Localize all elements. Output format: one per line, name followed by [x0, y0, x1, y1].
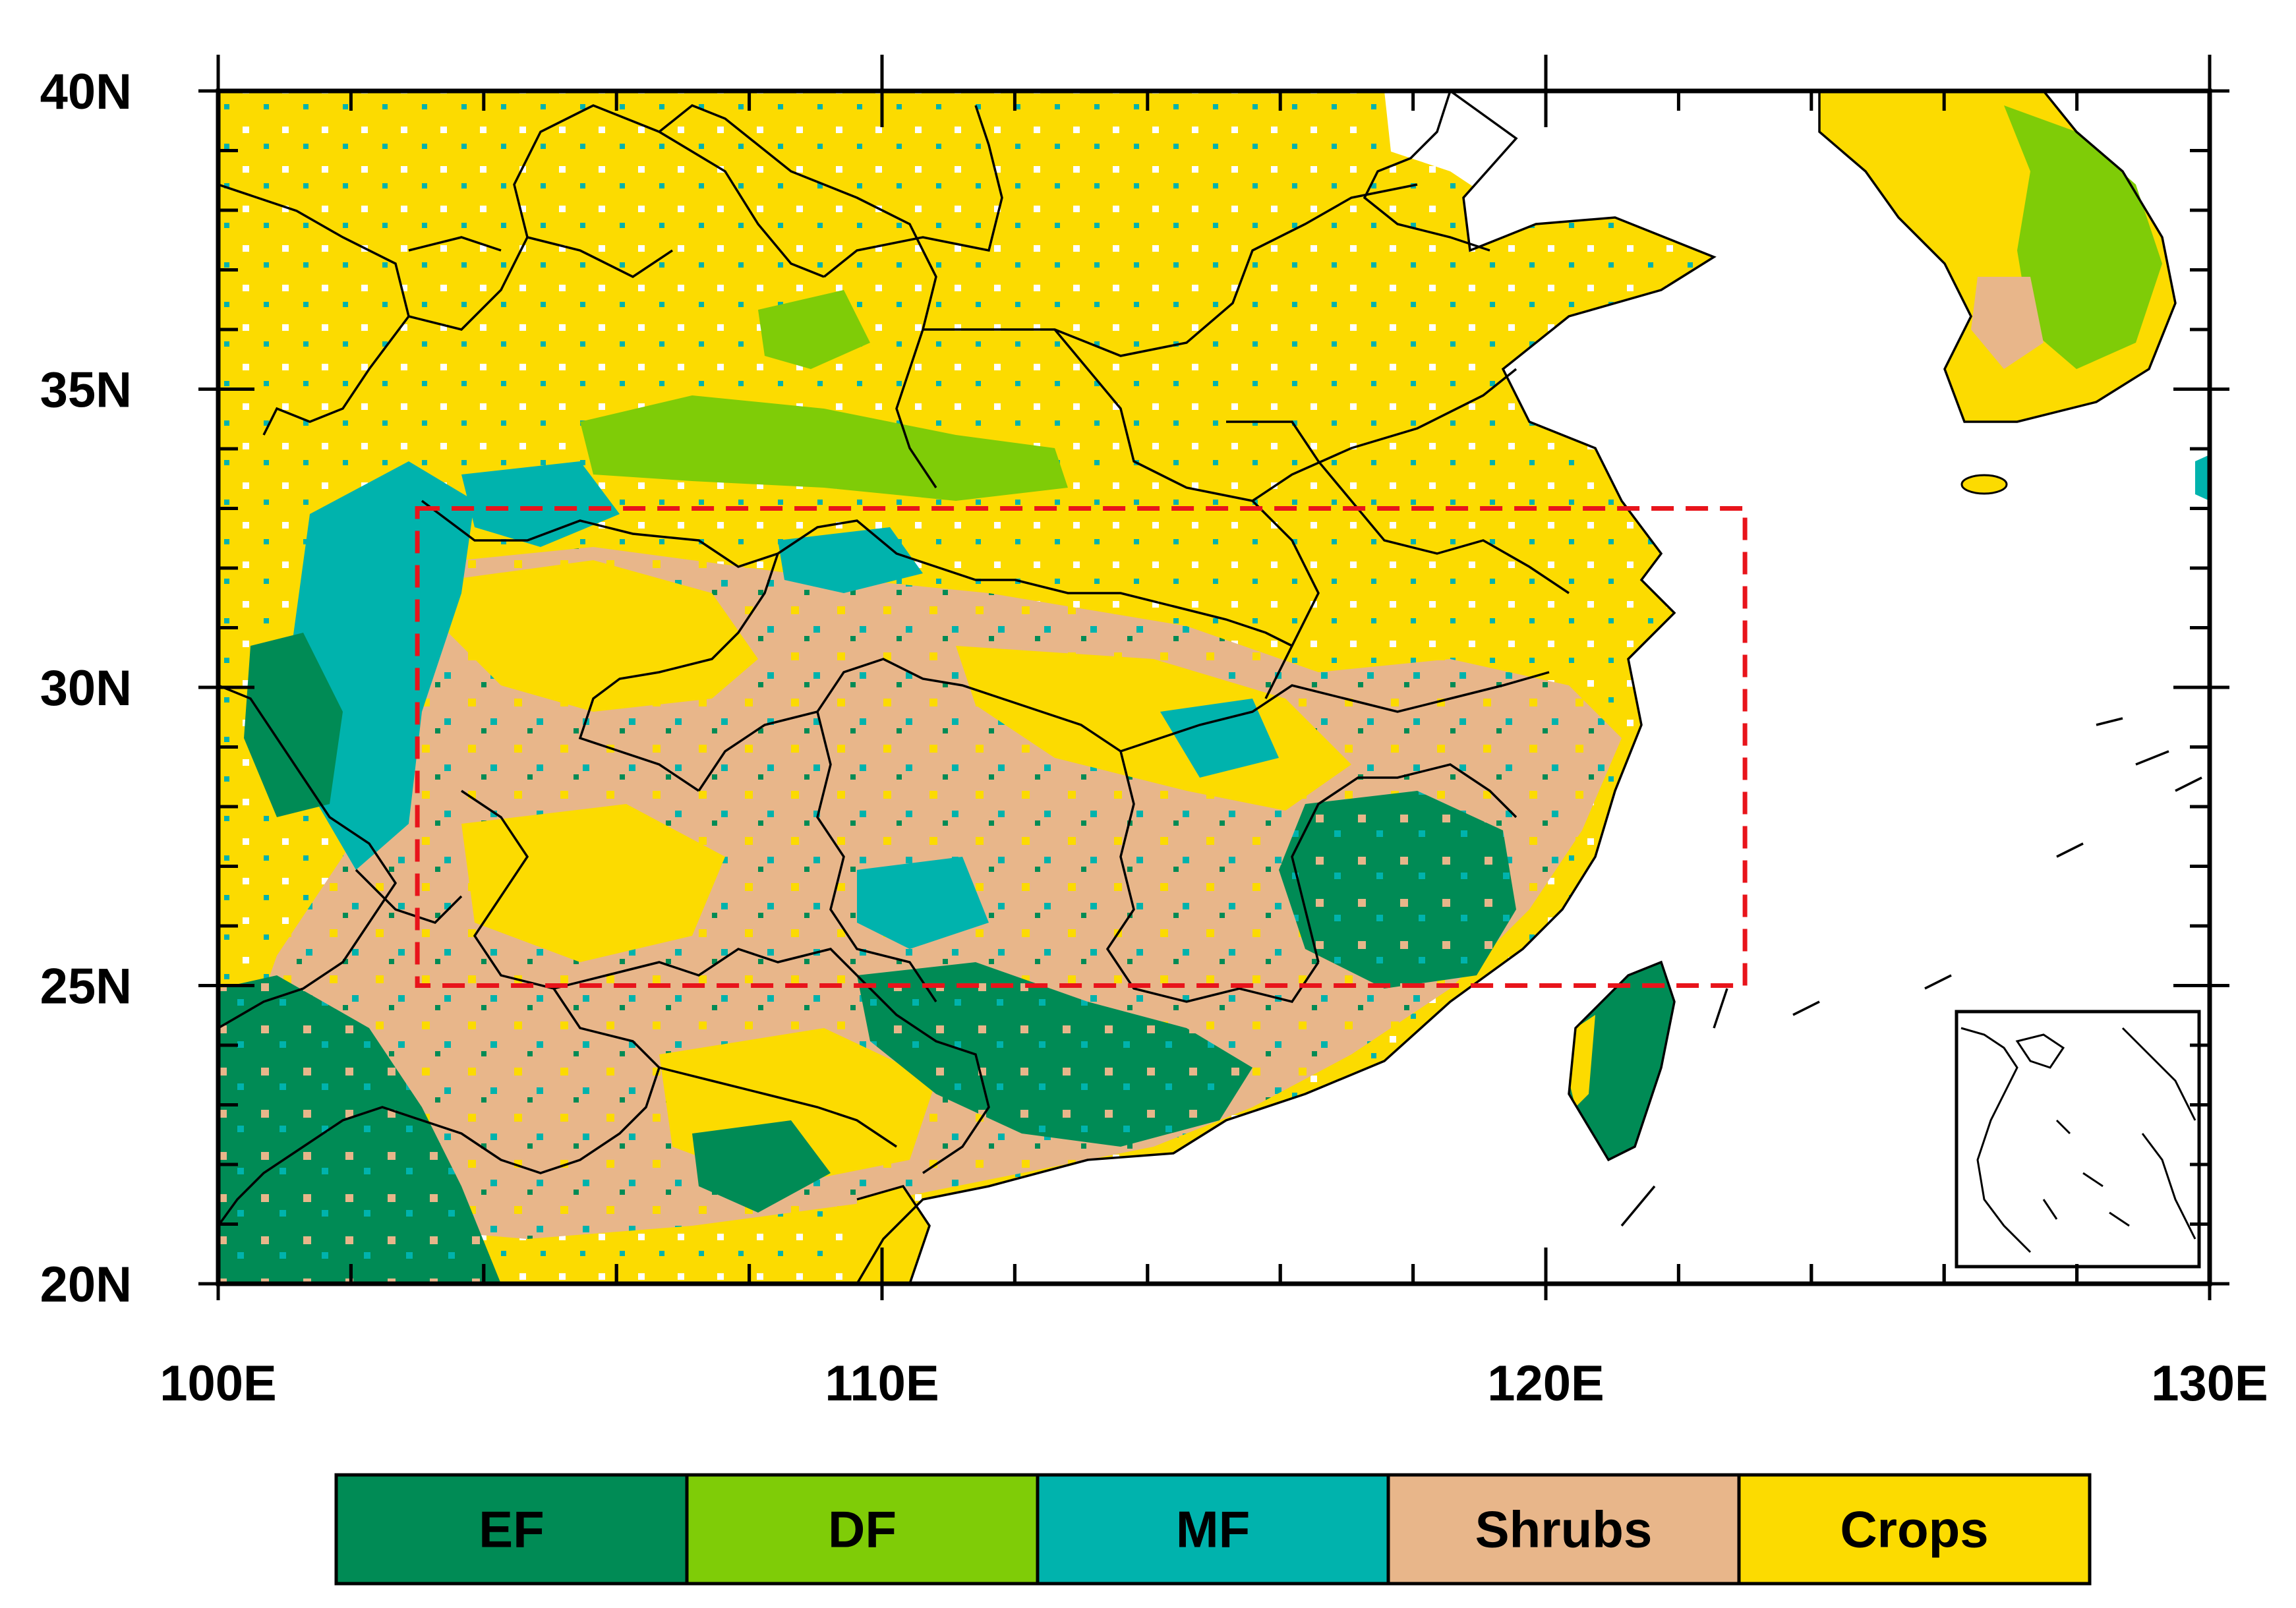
bohai-sea [1384, 91, 1648, 198]
mixed-forest-qinling [461, 461, 620, 547]
small-islands-line [1620, 988, 1728, 1227]
legend-item: Crops [1737, 1473, 2092, 1586]
legend-item: EF [334, 1473, 689, 1586]
latitude-tick-labels: 40N 35N 30N 25N 20N [40, 64, 132, 1313]
land-cover-legend: EF DF MF Shrubs Crops [334, 1473, 2092, 1586]
axis-ticks [198, 55, 2229, 1300]
latitude-tick-label: 25N [40, 959, 132, 1015]
latitude-tick-label: 40N [40, 64, 132, 120]
jeju-island [1960, 474, 2008, 495]
legend-label: Shrubs [1475, 1501, 1653, 1559]
taiwan-coastline [1568, 960, 1676, 1162]
korea-coastline [1818, 91, 2177, 423]
evergreen-forest-guangdong [857, 962, 1252, 1147]
ryukyu-islands [1792, 717, 2202, 1016]
latitude-tick-label: 20N [40, 1257, 132, 1313]
legend-item: DF [685, 1473, 1040, 1586]
legend-swatch [334, 1473, 689, 1586]
legend-label: DF [828, 1501, 897, 1559]
longitude-tick-label: 130E [2151, 1356, 2268, 1412]
taiwan-island [1569, 962, 1674, 1160]
evergreen-forest-sichuan-west [244, 633, 343, 817]
crops-patch-southwest [461, 804, 725, 962]
map-frame [216, 88, 2212, 1286]
legend-swatch [1737, 1473, 2092, 1586]
boundary-lines [218, 91, 2202, 1284]
legend-label: MF [1176, 1501, 1251, 1559]
legend-label: Crops [1840, 1501, 1988, 1559]
map-panel: 100E 110E 120E 130E 40N 35N 30N 25N 20N [40, 55, 2268, 1412]
evergreen-forest-yunnan [218, 975, 501, 1284]
inset-map-coastlines [1960, 1027, 2196, 1253]
legend-swatch [1036, 1473, 1390, 1586]
deciduous-forest-band [580, 395, 1068, 501]
legend-label: EF [479, 1501, 545, 1559]
korea-shrubs [1971, 277, 2044, 369]
evergreen-forest-fujian [1279, 791, 1516, 989]
hainan-coastline [856, 1184, 931, 1284]
longitude-tick-label: 100E [160, 1356, 277, 1412]
study-region-box [415, 506, 1748, 988]
evergreen-forest-guangxi-south [692, 1120, 831, 1213]
latitude-tick-label: 30N [40, 660, 132, 716]
longitude-tick-labels: 100E 110E 120E 130E [160, 1356, 2268, 1412]
japan-island-fragment [2195, 455, 2210, 501]
inset-map-frame [1955, 1010, 2201, 1269]
deciduous-forest-north [758, 290, 870, 369]
inset-map [1955, 1010, 2201, 1269]
mixed-forest-west [290, 461, 475, 870]
mixed-forest-jiangxi [1160, 699, 1279, 778]
longitude-tick-label: 120E [1487, 1356, 1604, 1412]
crops-patch-sichuan [448, 560, 758, 712]
crops-patch-central [956, 646, 1351, 811]
mixed-forest-hubei [778, 527, 923, 593]
korea-deciduous-forest [2004, 105, 2162, 369]
coastline [856, 91, 1717, 1284]
latitude-tick-label: 35N [40, 362, 132, 418]
legend-item: MF [1036, 1473, 1390, 1586]
longitude-tick-label: 110E [825, 1356, 939, 1412]
legend-item: Shrubs [1386, 1473, 1741, 1586]
mixed-forest-hunan [857, 857, 989, 949]
